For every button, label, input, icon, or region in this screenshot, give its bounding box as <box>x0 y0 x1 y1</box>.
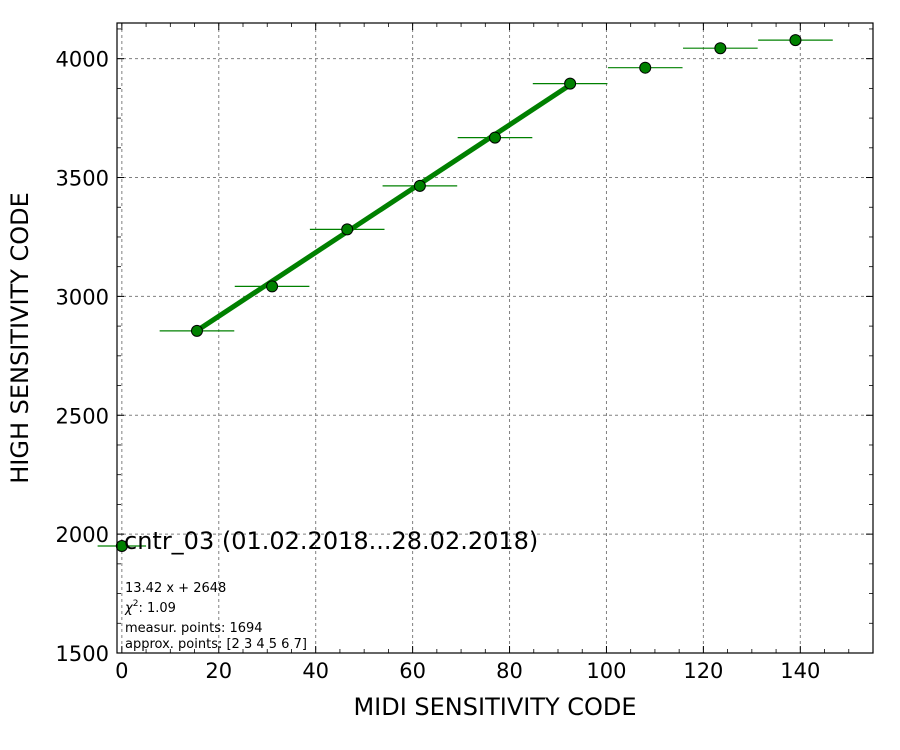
plot-area <box>117 23 873 653</box>
data-point <box>489 131 501 144</box>
data-point <box>789 34 802 47</box>
x-tick-label: 20 <box>205 659 232 683</box>
data-point <box>639 61 652 74</box>
x-tick-label: 60 <box>399 659 426 683</box>
annotation-equation: 13.42 x + 2648 <box>125 581 226 596</box>
annotation-title: cntr_03 (01.02.2018...28.02.2018) <box>124 527 538 555</box>
fit-line <box>195 82 572 333</box>
data-point <box>413 179 426 192</box>
y-axis-title: HIGH SENSITIVITY CODE <box>6 192 34 484</box>
y-tick-label: 2000 <box>56 523 109 547</box>
annotation-approx-points: approx. points: [2 3 4 5 6 7] <box>125 637 307 652</box>
annotation-measur-points: measur. points: 1694 <box>125 621 263 636</box>
data-point <box>714 42 727 55</box>
data-point <box>190 324 203 337</box>
x-axis-title: MIDI SENSITIVITY CODE <box>353 693 636 721</box>
fit-line-group <box>195 82 572 333</box>
y-tick-label: 3000 <box>56 285 109 309</box>
data-point <box>266 280 279 293</box>
x-tick-label: 120 <box>683 659 723 683</box>
x-ticks: 0 20 40 60 80 100 120 140 <box>115 23 820 683</box>
data-point <box>564 77 577 90</box>
y-tick-label: 2500 <box>56 404 109 428</box>
x-tick-label: 140 <box>780 659 820 683</box>
x-tick-label: 0 <box>115 659 128 683</box>
x-tick-label: 80 <box>496 659 523 683</box>
grid <box>117 23 873 653</box>
y-tick-label: 1500 <box>56 642 109 666</box>
y-ticks: 1500 2000 2500 3000 3500 4000 <box>56 48 873 666</box>
y-tick-label: 3500 <box>56 167 109 191</box>
y-tick-label: 4000 <box>56 48 109 72</box>
x-tick-label: 40 <box>302 659 329 683</box>
data-points <box>115 34 802 553</box>
x-tick-label: 100 <box>586 659 626 683</box>
chi2-value: : 1.09 <box>138 601 175 616</box>
data-point <box>341 223 354 236</box>
chi2-symbol: χ <box>124 601 134 616</box>
annotation-chi2: χ2: 1.09 <box>124 599 176 616</box>
plot-frame <box>116 22 874 654</box>
chi2-exponent: 2 <box>133 599 139 609</box>
data-point <box>115 540 128 553</box>
